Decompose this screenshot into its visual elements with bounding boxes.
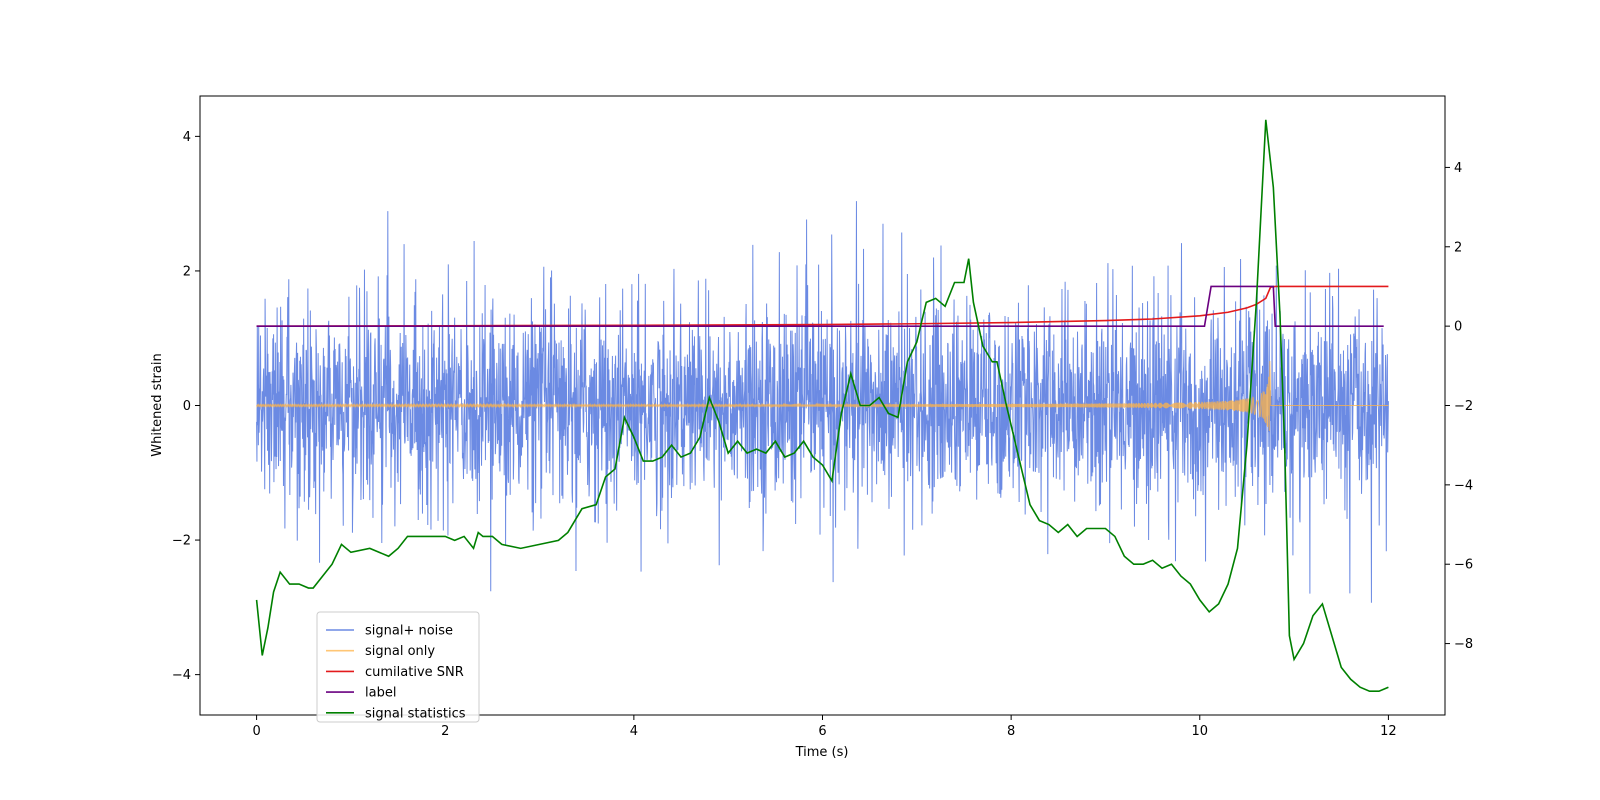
legend-box <box>316 611 480 723</box>
y-left-tick-label: 2 <box>183 264 191 279</box>
y-left-tick-label: 4 <box>183 130 191 145</box>
y-left-tick-label: 0 <box>183 399 191 414</box>
x-axis: 0 2 4 6 8 10 12 <box>252 715 1397 739</box>
x-tick-label: 4 <box>630 724 638 739</box>
y-axis-right: −8 −6 −4 −2 0 2 4 <box>1445 161 1473 652</box>
x-tick-label: 6 <box>818 724 826 739</box>
legend-entry-label: label <box>365 686 396 701</box>
plot-area <box>255 119 1389 692</box>
legend-entry-label: signal statistics <box>365 706 466 721</box>
x-axis-label: Time (s) <box>795 745 849 760</box>
series-signal-statistics <box>255 119 1389 692</box>
series-label <box>256 285 1384 327</box>
y-right-tick-label: −8 <box>1454 637 1473 652</box>
series-signal-only <box>256 361 1389 432</box>
x-tick-label: 10 <box>1191 724 1208 739</box>
y-axis-left: −4 −2 0 2 4 <box>172 130 200 683</box>
legend-entry-label: signal+ noise <box>365 624 453 639</box>
series-cumulative-snr <box>256 285 1389 327</box>
y-axis-label: Whitened strain <box>150 353 165 456</box>
x-tick-label: 0 <box>252 724 260 739</box>
y-right-tick-label: 4 <box>1454 161 1462 176</box>
series-signal-plus-noise <box>256 201 1389 603</box>
legend-entry-label: cumilative SNR <box>365 665 464 680</box>
y-left-tick-label: −4 <box>172 668 191 683</box>
y-left-tick-label: −2 <box>172 534 191 549</box>
y-right-tick-label: −4 <box>1454 478 1473 493</box>
legend-entry-label: signal only <box>365 644 435 659</box>
x-tick-label: 12 <box>1380 724 1397 739</box>
legend: signal+ noise signal only cumilative SNR la… <box>316 611 480 723</box>
y-right-tick-label: −2 <box>1454 399 1473 414</box>
y-right-tick-label: 2 <box>1454 240 1462 255</box>
y-right-tick-label: 0 <box>1454 320 1462 335</box>
y-right-tick-label: −6 <box>1454 558 1473 573</box>
x-tick-label: 2 <box>441 724 449 739</box>
x-tick-label: 8 <box>1007 724 1015 739</box>
